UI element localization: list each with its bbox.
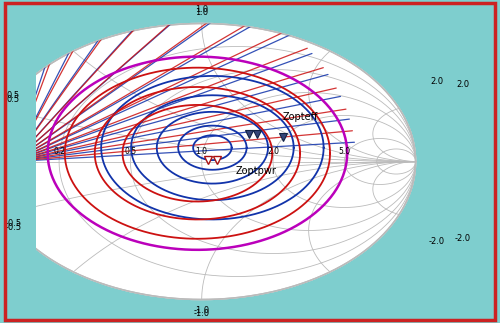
Text: 2.0: 2.0 (267, 147, 279, 156)
Text: -1.0: -1.0 (194, 306, 210, 315)
Text: 5.0: 5.0 (338, 147, 350, 156)
Text: 0.5: 0.5 (7, 95, 20, 104)
Text: -1.0: -1.0 (194, 309, 210, 318)
Text: 1.0: 1.0 (195, 5, 208, 14)
Text: 2.0: 2.0 (456, 80, 469, 89)
Text: 0.5: 0.5 (124, 147, 136, 156)
Ellipse shape (0, 24, 416, 299)
Text: 1.0: 1.0 (196, 147, 207, 156)
Text: 0.5: 0.5 (7, 91, 20, 100)
Text: -2.0: -2.0 (429, 237, 445, 246)
Text: -0.5: -0.5 (6, 223, 22, 232)
Text: 0.2: 0.2 (53, 147, 65, 156)
Text: 2.0: 2.0 (430, 77, 444, 86)
Text: 1.0: 1.0 (195, 8, 208, 17)
Text: -0.5: -0.5 (6, 219, 22, 228)
Text: Zopteff: Zopteff (283, 112, 318, 122)
Text: Zoptpwr: Zoptpwr (236, 166, 277, 176)
Text: -2.0: -2.0 (454, 234, 470, 243)
